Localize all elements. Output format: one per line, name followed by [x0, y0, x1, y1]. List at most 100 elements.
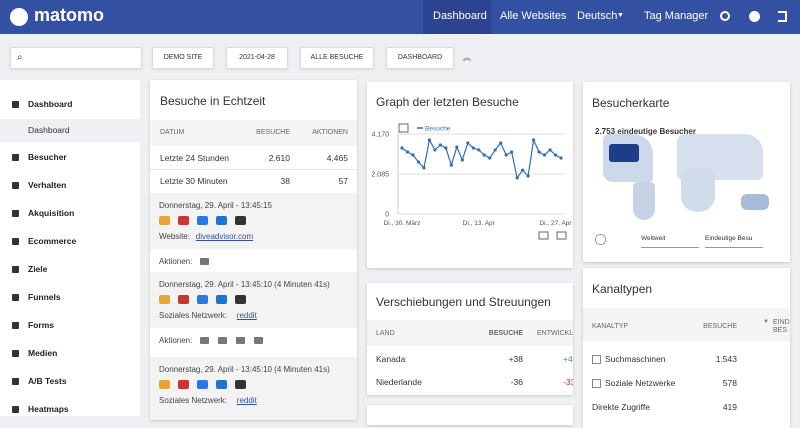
map-land	[741, 194, 769, 210]
row-divider	[150, 169, 357, 170]
column-header: BESUCHE	[703, 323, 737, 330]
visitor-icon	[216, 295, 227, 304]
sidebar: Dashboard Dashboard Besucher Verhalten Akqui…	[0, 80, 140, 416]
point	[449, 163, 453, 167]
visit-time: Donnerstag, 29. April - 13:45:10 (4 Minu…	[159, 280, 330, 289]
widget-title: Kanaltypen	[592, 282, 653, 296]
visit-source[interactable]: diveadvisor.com	[195, 232, 254, 241]
sidebar-subitem[interactable]: Dashboard	[28, 125, 70, 135]
visit-actions: Aktionen:	[159, 336, 193, 345]
widget-title: Graph der letzten Besuche	[376, 95, 519, 109]
point	[548, 148, 552, 152]
sidebar-item[interactable]: Verhalten	[28, 180, 67, 190]
movers-widget: Verschiebungen und Streuungen LAND BESUCHE…	[367, 283, 573, 395]
collapse-icon[interactable]: ︽	[463, 53, 471, 62]
table-header	[367, 320, 573, 346]
column-header: DATUM	[160, 129, 185, 136]
x-tick-label: Di., 27. Apr	[539, 220, 572, 227]
sidebar-item[interactable]: Heatmaps	[28, 404, 69, 414]
point	[400, 146, 404, 150]
sidebar-item[interactable]: Funnels	[28, 292, 61, 302]
map-widget: Besucherkarte 2.753 eindeutige Besucher We…	[583, 82, 790, 262]
point	[526, 174, 530, 178]
widget-title: Besucherkarte	[592, 96, 670, 110]
y-tick-label: 0	[385, 212, 389, 219]
visit-source-label: Website:	[159, 232, 190, 241]
dashboard-button[interactable]: DASHBOARD	[386, 47, 454, 69]
zoom-icon[interactable]	[595, 234, 606, 245]
expand-icon[interactable]	[592, 355, 601, 364]
point	[542, 153, 547, 157]
metric-select[interactable]: Eindeutige Besu	[705, 235, 763, 248]
nav-item[interactable]: Deutsch	[577, 10, 618, 22]
point	[493, 148, 497, 152]
action-icon	[236, 337, 245, 344]
sidebar-item[interactable]: A/B Tests	[28, 376, 67, 386]
action-icon	[218, 337, 227, 344]
visit-source[interactable]: reddit	[236, 396, 257, 405]
action-icon	[254, 337, 263, 344]
nav-item[interactable]: Tag Manager	[644, 10, 709, 22]
settings-icon[interactable]	[720, 11, 730, 21]
visitor-icon	[197, 295, 208, 304]
table-cell: -36	[510, 377, 523, 387]
visitor-icon	[178, 295, 189, 304]
point	[444, 146, 448, 150]
segment-button[interactable]: ALLE BESUCHE	[300, 47, 374, 69]
help-icon[interactable]	[749, 11, 760, 22]
point	[466, 141, 470, 145]
nav-item[interactable]: Alle Websites	[500, 10, 567, 22]
point	[471, 146, 475, 150]
sidebar-icon	[12, 182, 19, 189]
table-cell: 2.610	[268, 153, 290, 163]
nav-item[interactable]: Dashboard	[433, 10, 487, 22]
visitor-icon	[197, 380, 208, 389]
x-tick-label: Di., 13. Apr	[463, 220, 496, 227]
logo[interactable]: matomo	[34, 5, 105, 25]
sidebar-item[interactable]: Dashboard	[28, 99, 73, 109]
sidebar-item[interactable]: Ecommerce	[28, 236, 77, 246]
table-cell: 578	[722, 378, 737, 388]
visitor-icon	[159, 295, 170, 304]
table-cell: 1.543	[715, 354, 737, 364]
sidebar-item[interactable]: Medien	[28, 348, 58, 358]
point	[405, 150, 410, 154]
realtime-widget: Besuche in Echtzeit DATUM BESUCHE AKTIONEN L…	[150, 80, 357, 420]
point	[422, 166, 426, 170]
sort-icon: ▼	[763, 319, 769, 325]
search-box[interactable]: ⌕	[10, 47, 142, 69]
line	[401, 137, 562, 180]
table-cell: 4.465	[326, 153, 348, 163]
sidebar-item[interactable]: Forms	[28, 320, 54, 330]
graph-widget: Graph der letzten Besuche 0 2.085 4.170 Di.,…	[367, 82, 573, 268]
sidebar-item[interactable]: Ziele	[28, 264, 48, 274]
sidebar-icon	[12, 266, 19, 273]
table-cell: 419	[722, 402, 737, 412]
visit-time: Donnerstag, 29. April - 13:45:15	[159, 201, 272, 210]
expand-icon[interactable]	[592, 379, 601, 388]
visit-source[interactable]: reddit	[236, 311, 257, 320]
table-cell: +4	[563, 354, 573, 364]
point	[553, 153, 558, 157]
column-header: LAND	[376, 330, 395, 337]
region-select[interactable]: Weltweit	[641, 235, 699, 248]
column-header: EIND BES	[773, 319, 790, 334]
site-button[interactable]: DEMO SITE	[152, 47, 214, 69]
point	[488, 156, 492, 160]
column-header: BESUCHE	[488, 330, 523, 337]
point	[416, 160, 421, 164]
sidebar-icon	[12, 406, 19, 413]
point	[427, 138, 432, 142]
sidebar-item[interactable]: Besucher	[28, 152, 67, 162]
x-tick-label: Di., 30. März	[384, 220, 421, 227]
table-cell: Niederlande	[376, 377, 422, 387]
sidebar-item[interactable]: Akquisition	[28, 208, 75, 218]
date-button[interactable]: 2021-04-28	[226, 47, 288, 69]
dropdown-caret: ▼	[617, 12, 624, 19]
table-cell: +38	[508, 354, 523, 364]
visitor-icon	[216, 216, 227, 225]
point	[510, 150, 514, 154]
table-cell: Kanada	[376, 354, 406, 364]
logout-icon[interactable]	[778, 11, 787, 22]
point	[537, 150, 541, 154]
